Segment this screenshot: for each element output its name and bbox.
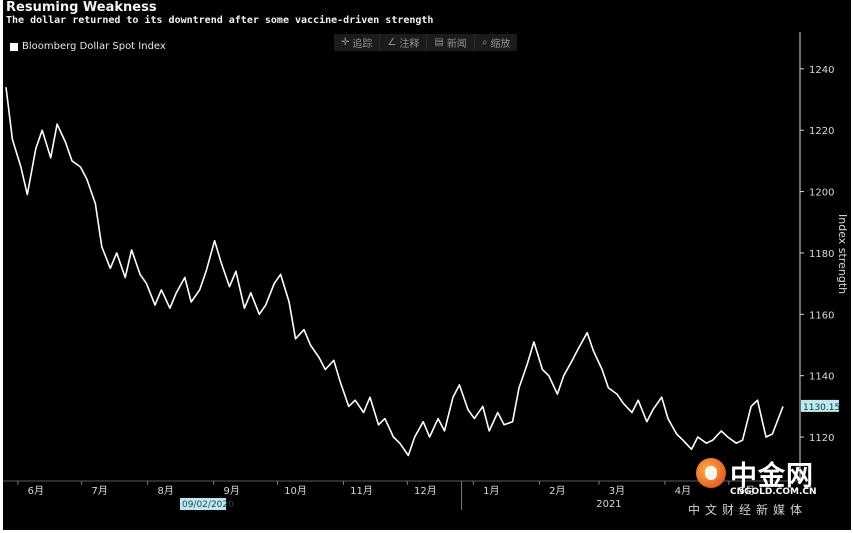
cursor-date-bg [179, 498, 226, 510]
watermark-tagline: 中文财经新媒体 [688, 503, 808, 517]
y-tick-label: 1160 [809, 310, 834, 321]
x-tick-label: 10月 [284, 485, 307, 497]
x-tick-label: 9月 [223, 485, 239, 497]
x-tick-label: 1月 [483, 485, 499, 497]
x-tick-label: 5月 [739, 485, 755, 497]
last-value-label: 1130.15 [803, 403, 840, 413]
year-label-2021: 2021 [596, 499, 621, 510]
chart-title: Resuming Weakness [6, 0, 157, 15]
chart-toolbar: ✛ 追踪 ∠ 注释 ▤ 新闻 ⌕ 缩放 [334, 34, 518, 51]
y-axis-label: Index strength [836, 214, 849, 294]
y-tick-label: 1220 [809, 126, 834, 137]
news-icon: ▤ [434, 37, 444, 48]
chart-frame: Resuming Weakness The dollar returned to… [3, 0, 851, 530]
watermark-name: 中金网 [730, 461, 814, 492]
x-tick-label: 8月 [157, 485, 173, 497]
annotate-label: 注释 [399, 39, 420, 50]
series-line-dollar-index [5, 87, 784, 457]
x-tick-label: 12月 [414, 485, 437, 497]
cursor-date-label: 09/02/2020 [182, 500, 234, 510]
zoom-button[interactable]: ⌕ 缩放 [475, 34, 518, 51]
zoom-icon: ⌕ [481, 37, 488, 48]
legend: Bloomberg Dollar Spot Index [10, 41, 166, 52]
x-tick-label: 3月 [609, 485, 625, 497]
line-chart: 1120 1140 1160 1180 1200 1220 1240 Index streng… [3, 32, 849, 510]
last-value-bg [801, 399, 839, 412]
legend-label: Bloomberg Dollar Spot Index [22, 41, 166, 52]
track-label: 追踪 [352, 39, 373, 50]
x-tick-label: 4月 [675, 485, 691, 497]
watermark-url: CNGOLD.COM.CN [730, 487, 817, 497]
y-tick-label: 1180 [809, 249, 834, 260]
x-tick-label: 7月 [91, 485, 107, 497]
pencil-icon: ∠ [387, 37, 397, 48]
news-label: 新闻 [446, 39, 467, 50]
x-tick-label: 6月 [28, 485, 44, 497]
x-tick-label: 11月 [350, 485, 373, 497]
legend-swatch [10, 42, 18, 51]
y-tick-label: 1120 [809, 433, 834, 444]
crosshair-icon: ✛ [341, 37, 350, 48]
zoom-label: 缩放 [490, 39, 511, 50]
news-button[interactable]: ▤ 新闻 [427, 34, 475, 51]
cngold-logo-icon [696, 458, 726, 488]
track-button[interactable]: ✛ 追踪 [334, 34, 381, 51]
y-tick-label: 1200 [809, 188, 834, 199]
y-tick-label: 1240 [809, 65, 834, 76]
y-tick-label: 1140 [809, 372, 834, 383]
annotate-button[interactable]: ∠ 注释 [380, 34, 428, 51]
x-tick-label: 2月 [549, 485, 565, 497]
chart-subtitle: The dollar returned to its downtrend aft… [6, 15, 434, 26]
cngold-watermark: 中金网 CNGOLD.COM.CN 中文财经新媒体 [688, 456, 843, 522]
